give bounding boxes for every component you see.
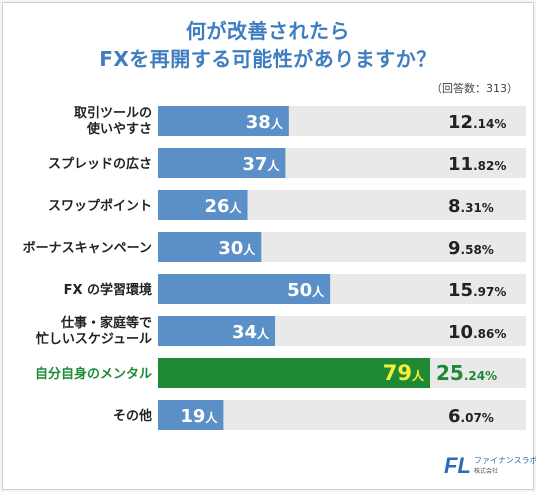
bar-value-unit: 人	[205, 410, 218, 425]
bar-value-number: 30	[218, 238, 243, 259]
percent-integer: 6	[448, 406, 461, 427]
bar-value-number: 19	[180, 406, 205, 427]
bar-value-number: 38	[246, 112, 271, 133]
category-label-line: 仕事・家庭等で	[60, 315, 152, 331]
bar-row: スプレッドの広さ 37人 11.82%	[48, 148, 526, 178]
bar-row: 仕事・家庭等で忙しいスケジュール 34人 10.86%	[36, 315, 526, 347]
bar	[158, 232, 262, 262]
percent-label: 8.31%	[448, 196, 494, 217]
percent-label: 9.58%	[448, 238, 494, 259]
category-label: 取引ツールの使いやすさ	[74, 106, 152, 137]
category-label: 仕事・家庭等で忙しいスケジュール	[36, 315, 152, 347]
bar-value-label: 50人	[287, 280, 325, 301]
category-label: スワップポイント	[48, 198, 152, 214]
logo-name: ファイナンスラボ	[474, 456, 536, 465]
category-label: その他	[113, 408, 152, 424]
percent-integer: 8	[448, 196, 461, 217]
percent-integer: 15	[448, 280, 473, 301]
bar	[158, 148, 286, 178]
bar	[158, 190, 248, 220]
bar-value-unit: 人	[257, 326, 270, 341]
bar	[158, 400, 224, 430]
bar-row: その他 19人 6.07%	[113, 400, 526, 430]
percent-label: 10.86%	[448, 322, 506, 343]
percent-decimal: .31%	[461, 201, 494, 215]
response-count-note: （回答数：313）	[431, 82, 518, 95]
category-label: FX の学習環境	[64, 282, 152, 298]
bar	[158, 106, 289, 136]
percent-decimal: .07%	[461, 411, 494, 425]
bar-value-number: 79	[383, 361, 412, 385]
bar-value-label: 37人	[242, 154, 280, 175]
company-logo: FL ファイナンスラボ 株式会社	[444, 453, 536, 479]
bar-value-unit: 人	[312, 284, 325, 299]
percent-label: 11.82%	[448, 154, 506, 175]
percent-integer: 10	[448, 322, 473, 343]
bar-row: FX の学習環境 50人 15.97%	[64, 274, 526, 304]
bar-value-label: 38人	[246, 112, 284, 133]
bar-value-unit: 人	[267, 158, 280, 173]
bar-value-unit: 人	[412, 368, 425, 383]
chart-title-line-2: FXを再開する可能性がありますか？	[99, 47, 437, 71]
category-label-line: スプレッドの広さ	[48, 156, 152, 172]
bar-value-number: 50	[287, 280, 312, 301]
percent-decimal: .58%	[461, 243, 494, 257]
percent-label: 25.24%	[436, 361, 497, 385]
category-label-line: その他	[113, 408, 152, 424]
bar-row: ボーナスキャンペーン 30人 9.58%	[23, 232, 526, 262]
bar-value-unit: 人	[271, 116, 284, 131]
category-label-line: 自分自身のメンタル	[35, 366, 152, 382]
percent-decimal: .97%	[473, 285, 506, 299]
category-label: スプレッドの広さ	[48, 156, 152, 172]
bar-value-unit: 人	[230, 200, 243, 215]
bar-value-label: 19人	[180, 406, 218, 427]
percent-decimal: .86%	[473, 327, 506, 341]
chart-title-line-1: 何が改善されたら	[186, 19, 350, 43]
bar-value-number: 37	[242, 154, 267, 175]
bar-row: 自分自身のメンタル 79人 25.24%	[35, 358, 526, 388]
percent-decimal: .82%	[473, 159, 506, 173]
bar-value-unit: 人	[243, 242, 256, 257]
category-label-line: 取引ツールの	[74, 106, 152, 121]
percent-integer: 9	[448, 238, 461, 259]
percent-label: 12.14%	[448, 112, 506, 133]
logo-company: 株式会社	[474, 468, 499, 475]
bar-value-number: 34	[232, 322, 257, 343]
bar-row: スワップポイント 26人 8.31%	[48, 190, 526, 220]
logo-mark: FL	[444, 453, 471, 478]
percent-integer: 12	[448, 112, 473, 133]
bar-value-number: 26	[204, 196, 229, 217]
category-label-line: 忙しいスケジュール	[36, 331, 152, 347]
percent-integer: 11	[448, 154, 473, 175]
bar-value-label: 26人	[204, 196, 242, 217]
percent-decimal: .14%	[473, 117, 506, 131]
bar-value-label: 30人	[218, 238, 256, 259]
category-label-line: FX の学習環境	[64, 282, 152, 298]
bar-row: 取引ツールの使いやすさ 38人 12.14%	[74, 106, 526, 137]
percent-label: 6.07%	[448, 406, 494, 427]
bar	[158, 358, 430, 388]
category-label: ボーナスキャンペーン	[23, 240, 152, 256]
category-label-line: 使いやすさ	[86, 121, 152, 137]
percent-integer: 25	[436, 361, 464, 385]
bar-value-label: 79人	[383, 361, 425, 385]
bar-value-label: 34人	[232, 322, 270, 343]
category-label: 自分自身のメンタル	[35, 366, 152, 382]
category-label-line: スワップポイント	[48, 198, 152, 214]
bar	[158, 316, 276, 346]
bar	[158, 274, 331, 304]
category-label-line: ボーナスキャンペーン	[23, 240, 152, 256]
percent-decimal: .24%	[464, 369, 497, 383]
percent-label: 15.97%	[448, 280, 506, 301]
